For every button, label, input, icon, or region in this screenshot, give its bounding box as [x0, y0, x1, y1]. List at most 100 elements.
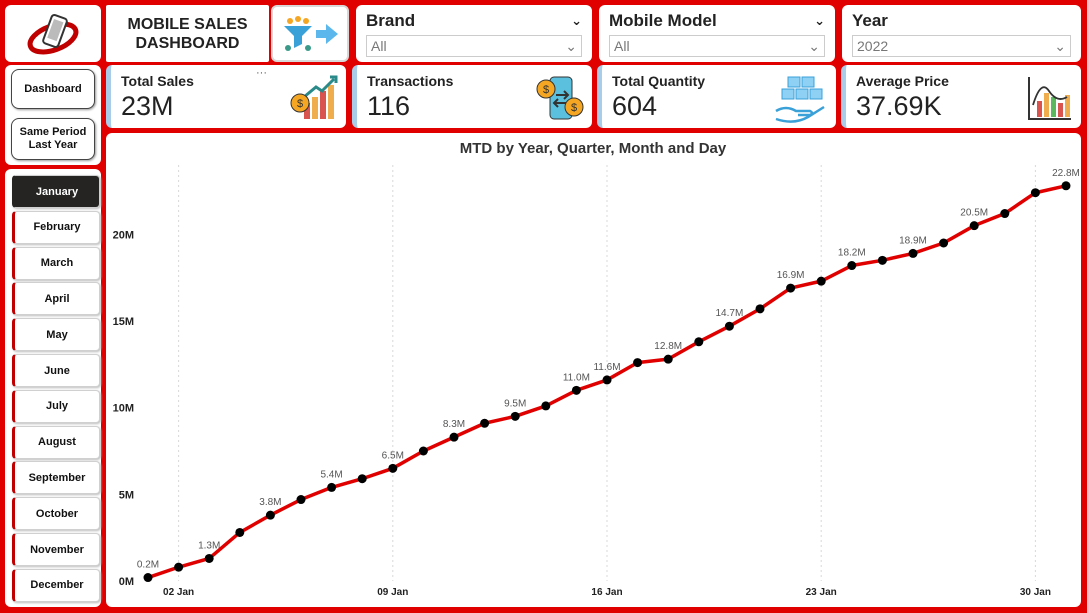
brand-dropdown[interactable]: All ⌄ [366, 35, 582, 57]
dashboard-button[interactable]: Dashboard [11, 69, 95, 109]
money-transfer-icon: $ $ [536, 76, 584, 120]
data-label: 22.8M [1052, 168, 1080, 179]
chart-analytics-icon [1028, 77, 1071, 120]
kpi-label: Total Sales [121, 73, 194, 89]
chevron-down-icon: ⌄ [1054, 37, 1066, 54]
month-button-march[interactable]: March [12, 246, 100, 280]
data-label: 14.7M [716, 308, 744, 319]
page-title: MOBILE SALES DASHBOARD [106, 5, 269, 62]
data-point [235, 527, 245, 537]
data-point [847, 261, 857, 271]
logo [5, 5, 101, 62]
boxes-hand-icon [775, 76, 825, 123]
data-point [143, 573, 153, 583]
year-slicer-label: Year [852, 11, 888, 30]
month-button-may[interactable]: May [12, 318, 100, 352]
brand-slicer[interactable]: Brand ⌄ All ⌄ [356, 5, 592, 62]
kpi-value: 116 [367, 91, 411, 121]
brand-slicer-label: Brand [366, 11, 416, 30]
data-point [908, 248, 918, 258]
month-button-january[interactable]: January [12, 175, 100, 208]
chevron-down-icon: ⌄ [565, 37, 577, 54]
data-point [694, 337, 704, 347]
model-slicer-label: Mobile Model [609, 11, 717, 30]
data-point [602, 375, 612, 385]
dashboard-button-label: Dashboard [24, 82, 82, 95]
kpi-value: 604 [612, 91, 658, 121]
month-button-june[interactable]: June [12, 354, 100, 387]
funnel-arrow-icon [284, 15, 338, 51]
data-label: 18.9M [899, 235, 927, 246]
data-point [174, 562, 184, 572]
data-point [541, 401, 551, 411]
same-period-last-year-button[interactable]: Same Period Last Year [11, 118, 95, 160]
kpi-value: 37.69K [856, 91, 942, 121]
month-button-april[interactable]: April [12, 282, 100, 316]
kpi-label: Average Price [856, 73, 949, 89]
data-label: 6.5M [382, 450, 404, 461]
year-selected-value: 2022 [857, 38, 889, 54]
data-point [510, 411, 520, 421]
chevron-down-icon: ⌄ [808, 37, 820, 54]
data-point [265, 510, 275, 520]
kpi-total-sales: Total Sales 23M ··· $ [106, 65, 346, 128]
svg-text:$: $ [571, 102, 577, 114]
x-tick-label: 30 Jan [1020, 587, 1051, 598]
data-point [663, 354, 673, 364]
same-period-label-1: Same Period [19, 126, 87, 138]
x-tick-label: 16 Jan [591, 587, 622, 598]
chevron-down-icon[interactable]: ⌄ [814, 13, 825, 28]
filter-toggle-button[interactable] [271, 5, 349, 62]
mtd-line-chart: MTD by Year, Quarter, Month and Day 02 Ja… [106, 133, 1081, 607]
model-slicer[interactable]: Mobile Model ⌄ All ⌄ [599, 5, 835, 62]
month-button-september[interactable]: September [12, 461, 100, 495]
data-point [327, 482, 337, 492]
svg-text:$: $ [543, 84, 549, 96]
data-label: 3.8M [259, 497, 281, 508]
chart-svg: MTD by Year, Quarter, Month and Day 02 Ja… [113, 140, 1080, 598]
data-label: 1.3M [198, 540, 220, 551]
data-point [204, 553, 214, 563]
month-button-october[interactable]: October [12, 497, 100, 531]
sales-growth-icon: $ [290, 75, 338, 119]
brand-selected-value: All [371, 38, 387, 54]
data-label: 8.3M [443, 419, 465, 430]
data-label: 18.2M [838, 248, 866, 259]
year-dropdown[interactable]: 2022 ⌄ [852, 35, 1071, 57]
kpi-total-quantity: Total Quantity 604 [597, 65, 836, 128]
x-tick-label: 23 Jan [806, 587, 837, 598]
month-button-november[interactable]: November [12, 533, 100, 566]
kpi-average-price: Average Price 37.69K [841, 65, 1081, 128]
title-line-1: MOBILE SALES [127, 15, 248, 33]
y-tick-label: 10M [113, 403, 134, 415]
data-label: 11.6M [593, 362, 620, 373]
data-label: 16.9M [777, 270, 805, 281]
data-point [786, 283, 796, 293]
data-point [633, 358, 643, 368]
more-options-icon[interactable]: ··· [256, 67, 267, 79]
data-point [939, 238, 949, 248]
data-point [877, 255, 887, 265]
month-button-february[interactable]: February [12, 210, 100, 244]
data-point [1000, 209, 1010, 219]
data-point [1061, 181, 1071, 191]
x-tick-label: 02 Jan [163, 587, 194, 598]
month-slicer: January February March April May June July Augu… [5, 169, 101, 607]
month-button-december[interactable]: December [12, 568, 100, 602]
year-slicer[interactable]: Year 2022 ⌄ [842, 5, 1081, 62]
data-point [449, 432, 459, 442]
month-button-august[interactable]: August [12, 425, 100, 459]
nav-panel: Dashboard Same Period Last Year [5, 65, 101, 165]
data-label: 9.5M [504, 398, 526, 409]
x-tick-label: 09 Jan [377, 587, 408, 598]
model-selected-value: All [614, 38, 630, 54]
kpi-label: Total Quantity [612, 73, 706, 89]
data-label: 20.5M [960, 208, 988, 219]
chevron-down-icon[interactable]: ⌄ [571, 13, 582, 28]
model-dropdown[interactable]: All ⌄ [609, 35, 825, 57]
y-tick-label: 0M [119, 576, 134, 588]
chart-title: MTD by Year, Quarter, Month and Day [460, 140, 727, 157]
data-label: 5.4M [320, 469, 342, 480]
month-button-july[interactable]: July [12, 389, 100, 423]
kpi-transactions: Transactions 116 $ $ [352, 65, 592, 128]
